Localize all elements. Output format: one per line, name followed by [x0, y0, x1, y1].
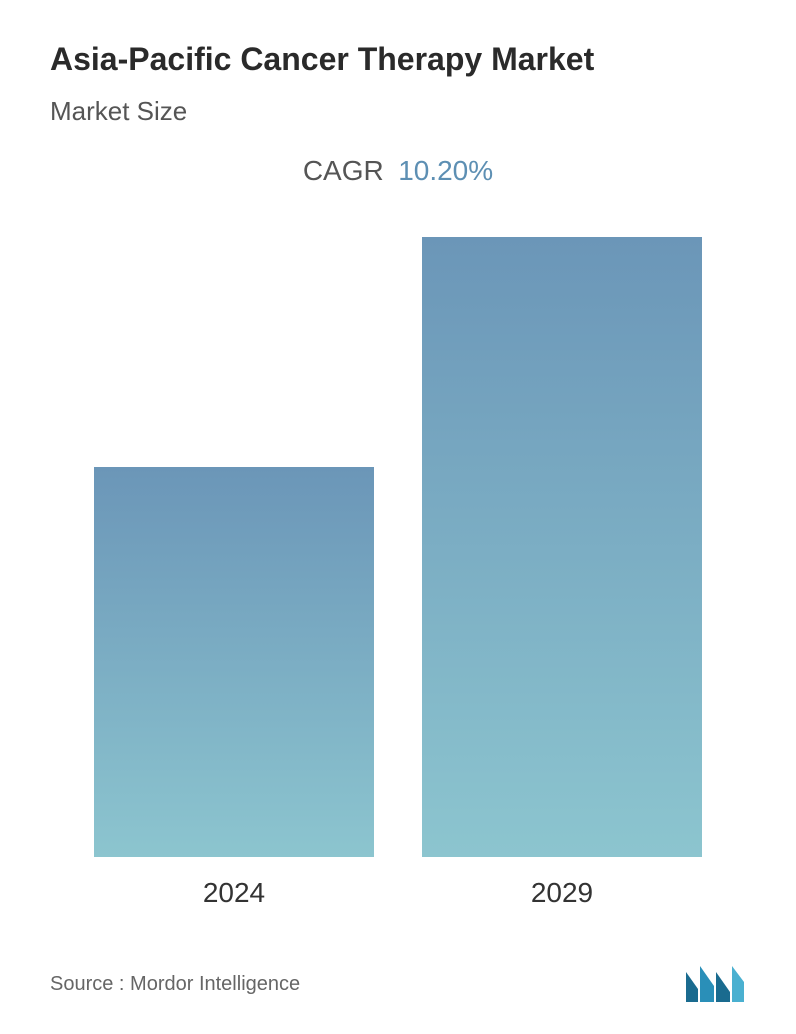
- source-text: Source : Mordor Intelligence: [50, 973, 300, 996]
- mordor-logo-icon: [684, 964, 746, 1004]
- bar-1: [422, 237, 702, 857]
- bar-group-0: 2024: [94, 467, 374, 909]
- cagr-label: CAGR: [303, 155, 384, 186]
- chart-area: 2024 2029: [50, 227, 746, 929]
- chart-title: Asia-Pacific Cancer Therapy Market: [50, 40, 746, 78]
- cagr-value: 10.20%: [398, 155, 493, 186]
- bar-label-0: 2024: [203, 877, 265, 909]
- bar-label-1: 2029: [531, 877, 593, 909]
- chart-container: Asia-Pacific Cancer Therapy Market Marke…: [0, 0, 796, 1034]
- bar-group-1: 2029: [422, 237, 702, 909]
- bar-0: [94, 467, 374, 857]
- chart-subtitle: Market Size: [50, 96, 746, 127]
- footer: Source : Mordor Intelligence: [50, 939, 746, 1004]
- cagr-row: CAGR 10.20%: [50, 155, 746, 187]
